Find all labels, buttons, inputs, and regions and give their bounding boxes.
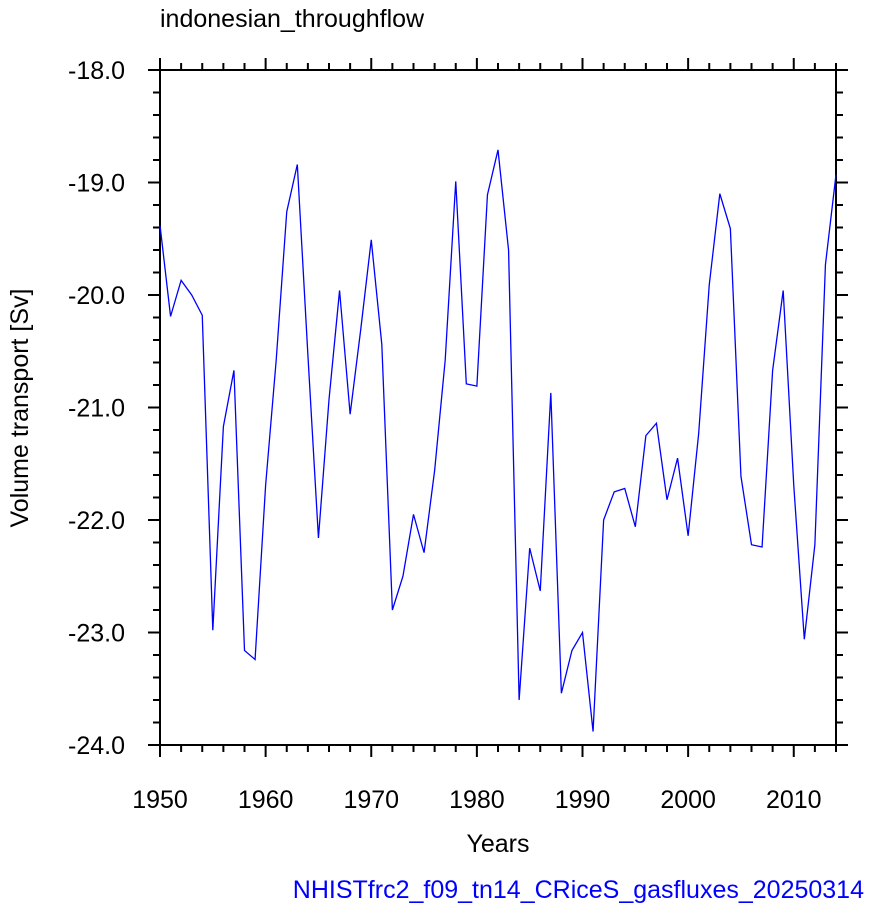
- x-tick-label: 1950: [132, 786, 188, 814]
- x-tick-label: 1990: [555, 786, 611, 814]
- y-tick-label: -19.0: [68, 170, 125, 198]
- x-axis-label: Years: [466, 830, 529, 858]
- y-axis-label: Volume transport [Sv]: [6, 288, 34, 527]
- chart-title: indonesian_throughflow: [160, 5, 425, 33]
- annotation: NHISTfrc2_f09_tn14_CRiceS_gasfluxes_2025…: [293, 876, 864, 904]
- y-tick-label: -24.0: [68, 732, 125, 760]
- plot-frame: [159, 69, 837, 746]
- x-tick-label: 1980: [449, 786, 505, 814]
- y-tick-label: -22.0: [68, 507, 125, 535]
- x-tick-label: 2010: [766, 786, 822, 814]
- x-tick-label: 2000: [660, 786, 716, 814]
- y-tick-label: -18.0: [68, 57, 125, 85]
- data-line: [159, 149, 837, 732]
- y-tick-label: -23.0: [68, 620, 125, 648]
- y-tick-label: -20.0: [68, 282, 125, 310]
- x-tick-label: 1970: [343, 786, 399, 814]
- y-tick-label: -21.0: [68, 395, 125, 423]
- x-tick-label: 1960: [238, 786, 294, 814]
